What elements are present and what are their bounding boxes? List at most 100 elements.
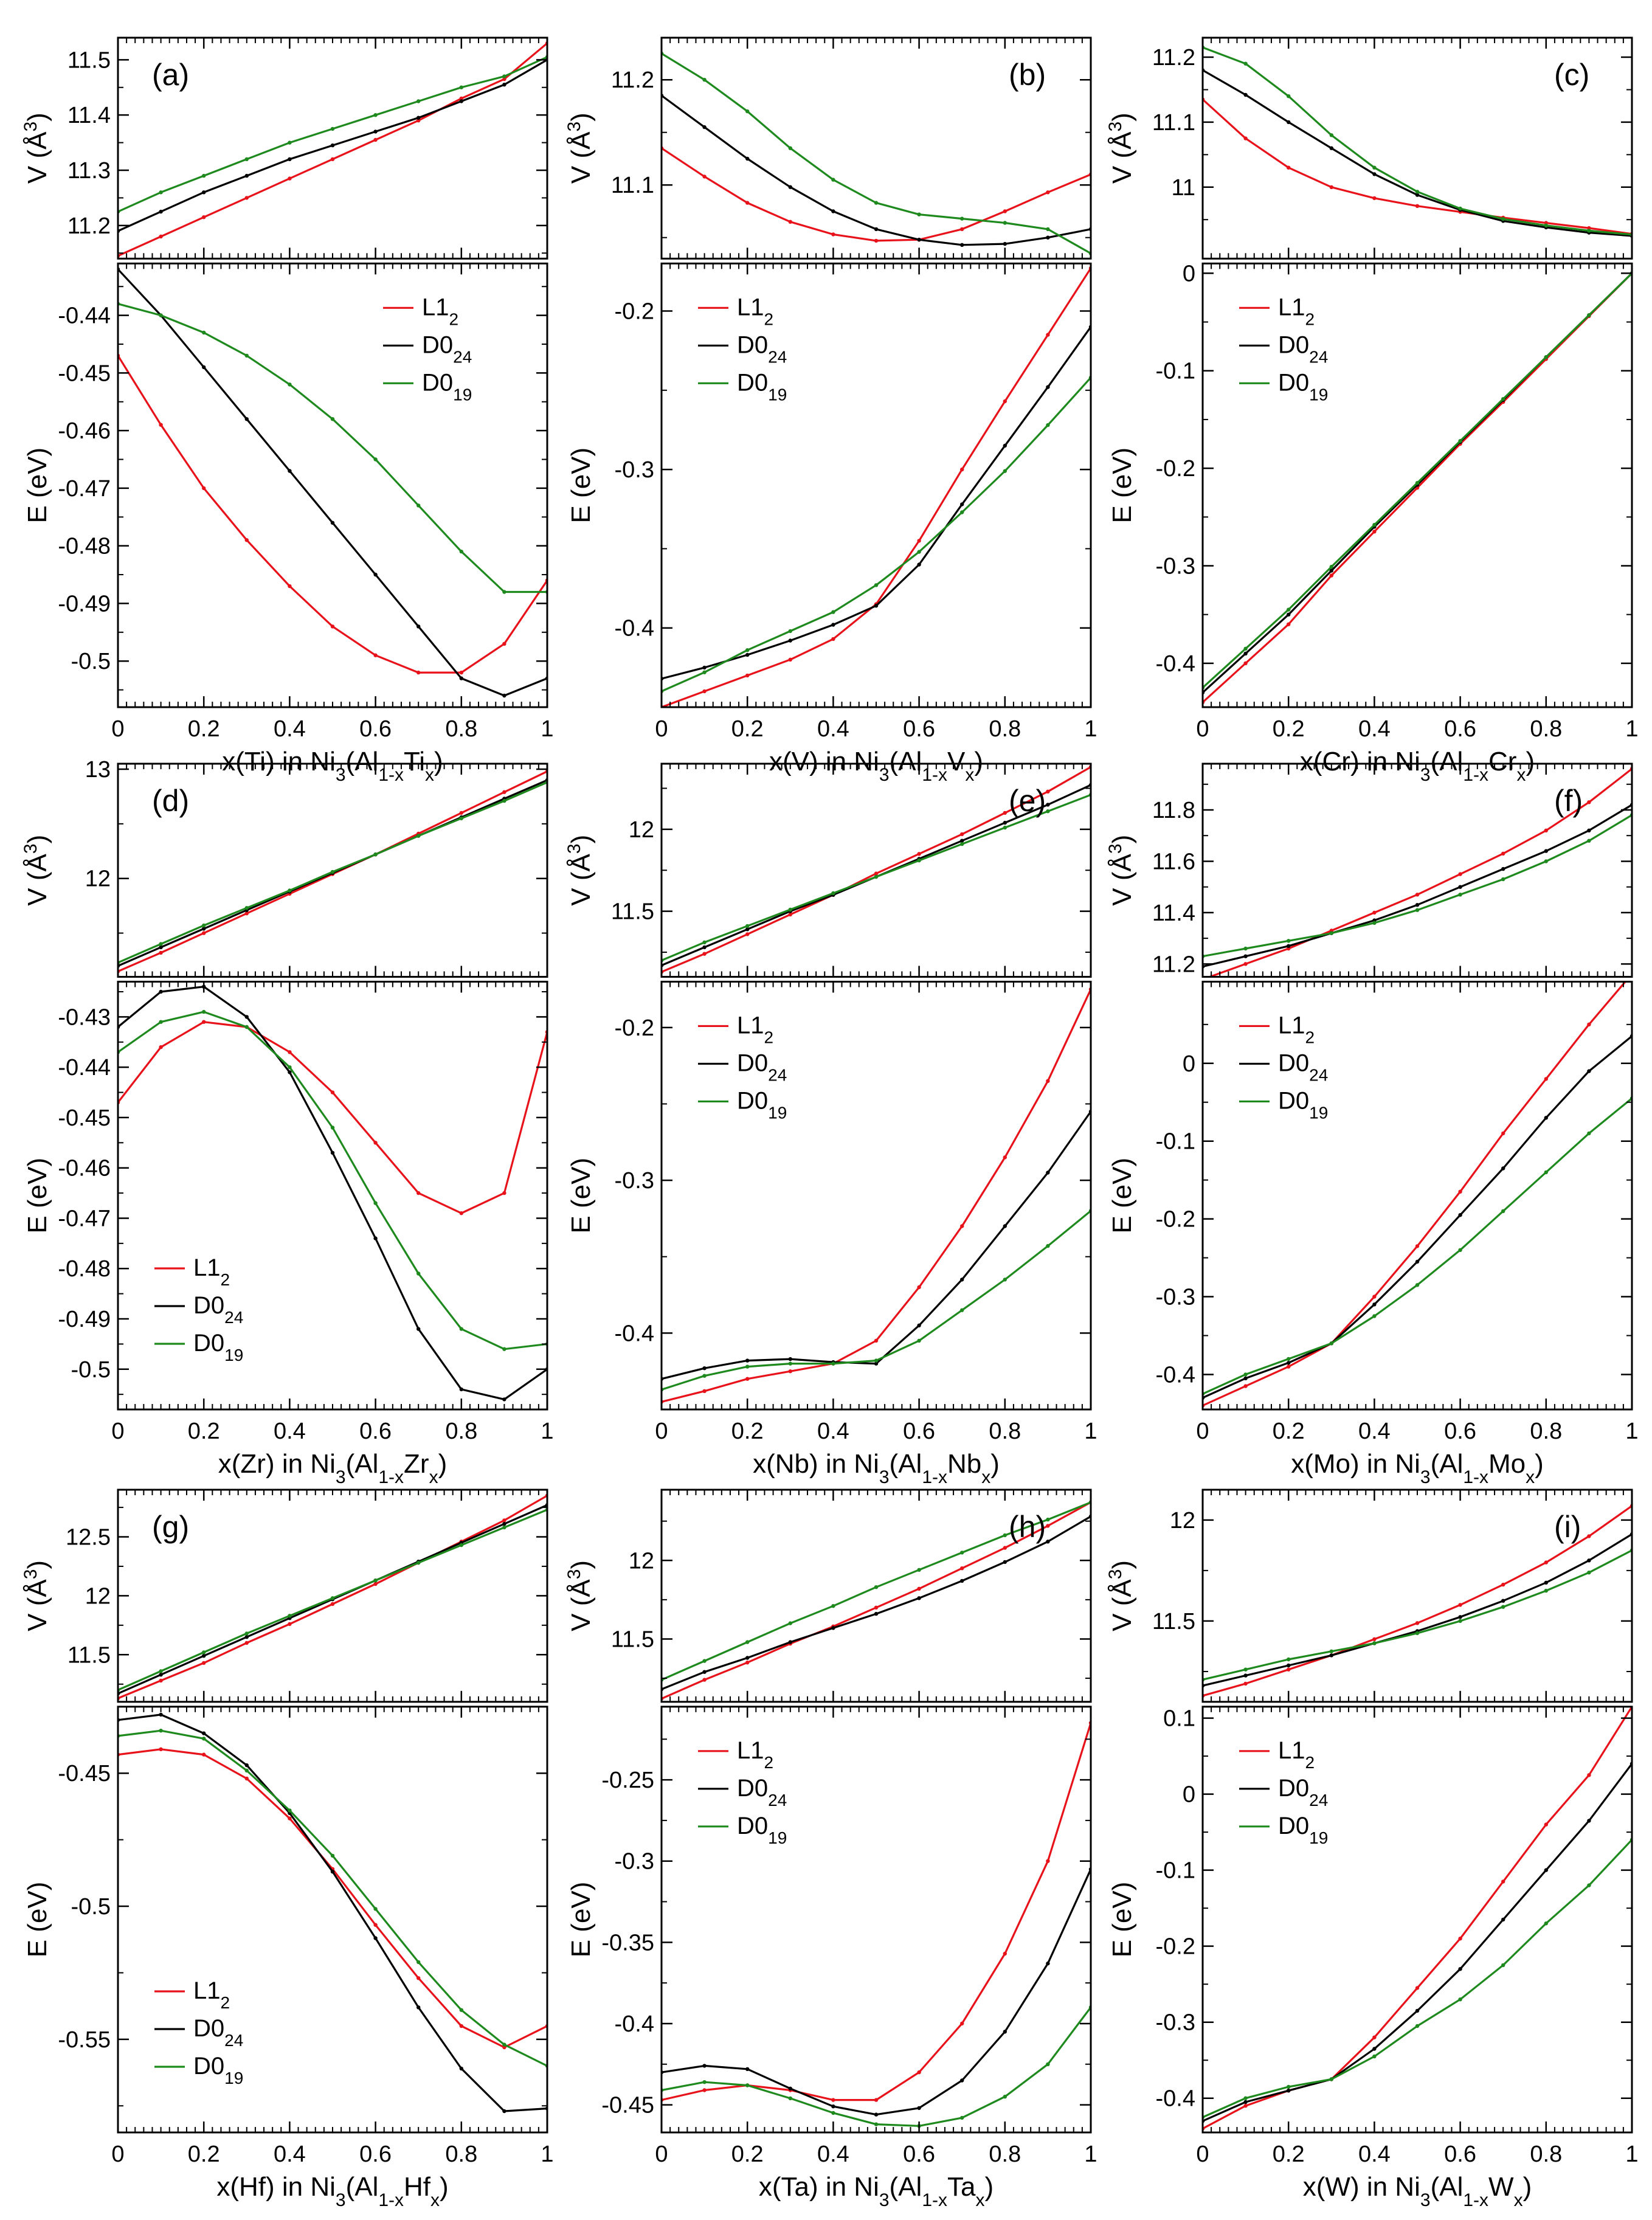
e-point-l12 (1046, 1079, 1050, 1084)
x-tick-label: 0 (111, 1419, 124, 1444)
v-point-d019 (330, 870, 335, 874)
e-point-d024 (874, 1361, 879, 1366)
v-point-d019 (788, 907, 793, 912)
e-point-d019 (831, 2111, 835, 2115)
v-point-d024 (960, 243, 964, 247)
e-point-d019 (416, 1271, 421, 1276)
e-point-d019 (1544, 1921, 1548, 1926)
e-point-d019 (202, 1009, 206, 1014)
e-point-d019 (202, 1737, 206, 1741)
e-point-l12 (288, 584, 292, 589)
v-point-d019 (1458, 893, 1462, 897)
v-point-d024 (1287, 944, 1291, 949)
x-tick-label: 0.8 (989, 2142, 1021, 2167)
y-tick-label: -0.49 (58, 591, 111, 617)
v-subplot: 11 11.1 11.2 V (Å3) (1105, 36, 1633, 260)
e-point-d024 (330, 1150, 335, 1155)
e-point-l12 (874, 2098, 879, 2102)
e-point-l12 (1003, 1951, 1007, 1956)
e-point-d024 (373, 572, 378, 577)
x-tick-label: 0.8 (445, 716, 477, 742)
e-point-l12 (459, 1211, 463, 1215)
v-point-d024 (159, 1673, 163, 1677)
e-point-d019 (745, 1364, 750, 1369)
v-point-l12 (1415, 204, 1420, 208)
v-point-d024 (1458, 1615, 1462, 1619)
legend-label-d019: D019 (193, 1330, 243, 1364)
e-point-d019 (1243, 646, 1248, 651)
e-point-l12 (1287, 1364, 1291, 1369)
e-point-d024 (1046, 1961, 1050, 1966)
legend-label-l12: L12 (737, 1012, 773, 1046)
v-point-l12 (330, 1602, 335, 1606)
e-point-d019 (960, 1308, 964, 1312)
v-point-d024 (831, 209, 835, 213)
e-subplot: -0.45 -0.5 -0.55 E (eV) (22, 1706, 548, 2134)
e-point-d019 (1046, 1243, 1050, 1248)
v-point-d024 (917, 238, 921, 242)
legend-label-l12: L12 (1278, 1012, 1315, 1046)
v-subplot: 11.1 11.2 V (Å3) (564, 36, 1092, 260)
v-point-d024 (202, 1654, 206, 1658)
legend-label-d019: D019 (737, 369, 787, 404)
v-point-l12 (745, 1661, 750, 1665)
v-point-d024 (788, 185, 793, 189)
e-point-d019 (288, 382, 292, 387)
v-point-d019 (502, 1525, 506, 1530)
v-point-l12 (1003, 1546, 1007, 1550)
e-point-d019 (459, 1327, 463, 1331)
v-point-l12 (1287, 1667, 1291, 1672)
e-point-l12 (202, 1020, 206, 1024)
e-point-l12 (1243, 661, 1248, 666)
v-point-d024 (1243, 92, 1248, 97)
e-point-d019 (202, 330, 206, 335)
e-point-d024 (330, 520, 335, 525)
legend-label-l12: L12 (193, 1254, 230, 1289)
v-point-l12 (1501, 851, 1505, 856)
legend-label-d019: D019 (422, 369, 472, 404)
e-point-d024 (788, 638, 793, 643)
e-axis-label: E (eV) (22, 448, 52, 524)
e-point-l12 (1243, 1384, 1248, 1388)
e-point-d024 (244, 1763, 249, 1768)
e-axis-label: E (eV) (566, 1882, 596, 1958)
e-point-l12 (330, 624, 335, 629)
v-point-l12 (416, 119, 421, 123)
v-point-d019 (1287, 939, 1291, 943)
y-tick-label: 11.8 (1152, 798, 1195, 823)
x-axis-label: x(W) in Ni3(Al1-xWx) (1303, 2172, 1532, 2210)
e-point-d019 (831, 610, 835, 614)
e-point-d019 (1544, 355, 1548, 359)
v-point-l12 (1587, 800, 1591, 804)
v-point-l12 (831, 232, 835, 237)
e-point-d019 (373, 1201, 378, 1205)
e-point-d019 (1415, 481, 1420, 485)
panel-label: (d) (152, 784, 189, 818)
e-axis-label: E (eV) (22, 1158, 52, 1234)
e-subplot: 0 -0.1 -0.2 -0.3 -0.4 E (eV) (1107, 980, 1633, 1411)
e-point-d024 (416, 1327, 421, 1331)
x-tick-label: 0.6 (903, 2142, 935, 2167)
v-point-d019 (459, 1543, 463, 1547)
y-tick-label: -0.48 (58, 1256, 111, 1282)
v-point-l12 (1458, 1603, 1462, 1607)
v-axis-label: V (Å3) (21, 1560, 53, 1631)
y-tick-label: -0.4 (615, 1321, 654, 1346)
panel-cr: 11 11.1 11.2 V (Å3) 0 -0.1 -0.2 -0.3 -0.4 E (eV) (… (1105, 36, 1639, 785)
e-point-d024 (1003, 443, 1007, 448)
e-point-d019 (1415, 2024, 1420, 2028)
v-point-d024 (1415, 193, 1420, 197)
v-point-d019 (1003, 221, 1007, 225)
x-tick-label: 1 (1625, 2142, 1638, 2167)
e-point-l12 (373, 1923, 378, 1927)
v-subplot: 11.5 12 V (Å3) (564, 762, 1092, 978)
legend-label-l12: L12 (737, 1737, 773, 1772)
e-point-l12 (244, 538, 249, 542)
v-point-d019 (1544, 223, 1548, 227)
e-point-d019 (917, 550, 921, 554)
y-tick-label: 12 (85, 866, 111, 892)
e-point-d019 (702, 2080, 707, 2084)
v-point-d019 (1372, 1641, 1377, 1645)
